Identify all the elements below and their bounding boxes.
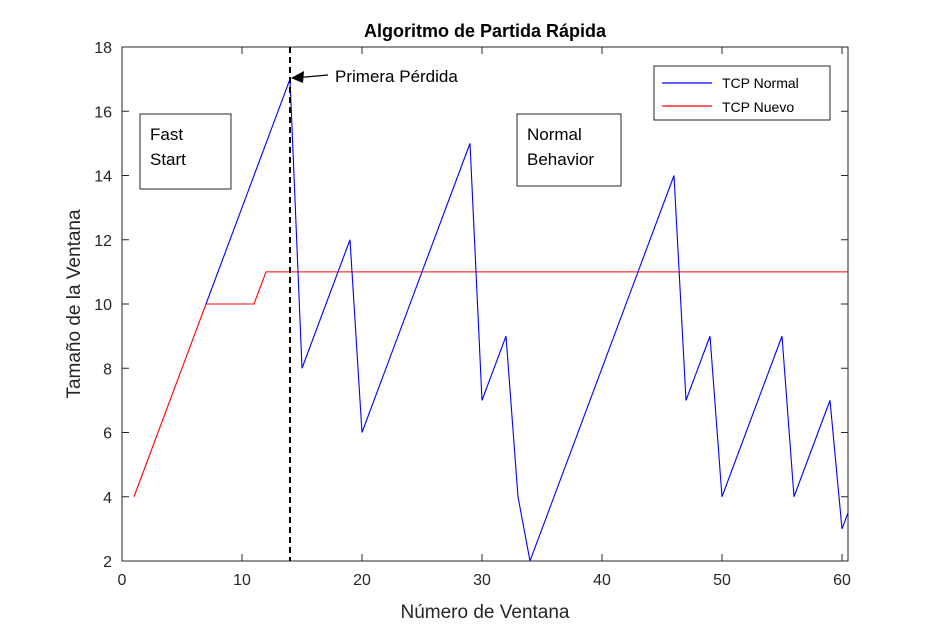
- y-tick-label: 14: [94, 169, 112, 186]
- legend-box: [653, 65, 831, 121]
- annotation-fast-start-line-2: Start: [150, 150, 186, 169]
- y-tick-label: 16: [94, 104, 112, 121]
- annotation-normal-behavior: Normal Behavior: [516, 113, 622, 187]
- annotation-normal-behavior-text: Normal Behavior: [527, 125, 594, 169]
- chart-title: Algoritmo de Partida Rápida: [364, 21, 607, 41]
- y-tick-label: 6: [103, 426, 112, 443]
- annotation-primera-perdida-text: Primera Pérdida: [335, 67, 458, 86]
- x-tick-label: 10: [233, 572, 251, 589]
- annotation-fast-start: Fast Start: [139, 113, 232, 190]
- annotation-normal-behavior-box: [516, 113, 622, 187]
- y-tick-label: 4: [103, 490, 112, 507]
- x-tick-label: 40: [593, 572, 611, 589]
- y-tick-label: 10: [94, 297, 112, 314]
- y-axis-label: Tamaño de la Ventana: [64, 209, 85, 399]
- annotation-primera-perdida: Primera Pérdida: [291, 67, 458, 86]
- annotation-normal-behavior-line-2: Behavior: [527, 150, 594, 169]
- y-tick-label: 8: [103, 361, 112, 378]
- series-group: [133, 78, 848, 561]
- x-tick-label: 30: [473, 572, 491, 589]
- x-axis-label: Número de Ventana: [400, 602, 569, 623]
- series-line-tcp-nuevo: [133, 271, 848, 497]
- annotation-fast-start-box: [139, 113, 232, 190]
- x-tick-label: 50: [713, 572, 731, 589]
- annotation-normal-behavior-line-1: Normal: [527, 125, 582, 144]
- annotation-fast-start-line-1: Fast: [150, 125, 183, 144]
- axes-ticks: 0 10 20 30 40 50 60 2 4 6 8 10 12 14 16 18: [94, 40, 851, 589]
- legend: TCP Normal TCP Nuevo: [653, 65, 831, 121]
- x-tick-label: 0: [118, 572, 127, 589]
- legend-label-tcp-normal: TCP Normal: [722, 75, 799, 91]
- y-tick-label: 12: [94, 233, 112, 250]
- x-tick-label: 20: [353, 572, 371, 589]
- legend-label-tcp-nuevo: TCP Nuevo: [722, 99, 794, 115]
- series-line-tcp-normal: [205, 78, 848, 561]
- annotation-arrow-head: [291, 71, 304, 83]
- y-tick-label: 18: [94, 40, 112, 57]
- y-tick-label: 2: [103, 554, 112, 571]
- x-tick-label: 60: [833, 572, 851, 589]
- annotation-fast-start-text: Fast Start: [150, 125, 188, 169]
